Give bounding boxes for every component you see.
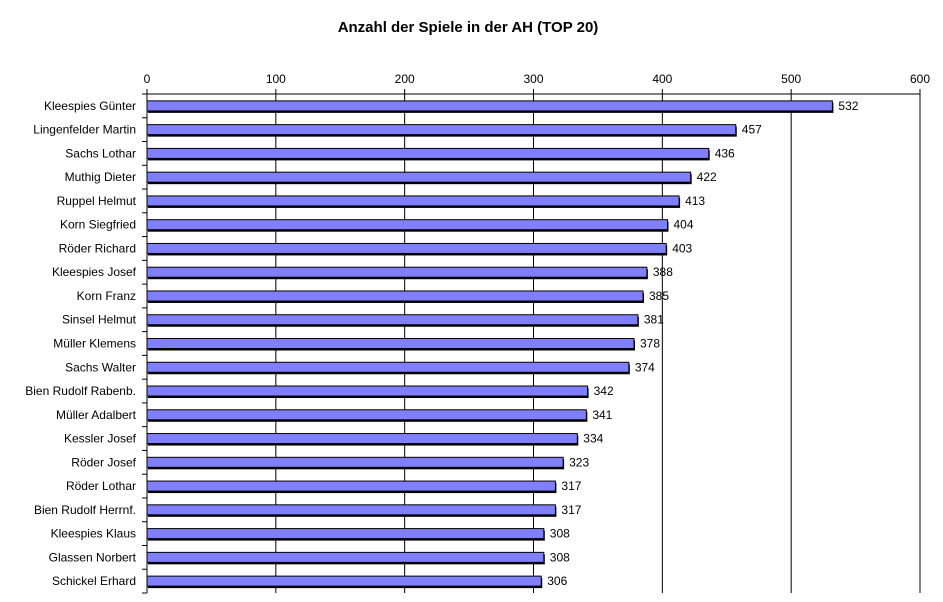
bar: [146, 100, 833, 112]
data-label: 381: [644, 313, 664, 327]
category-label: Müller Klemens: [53, 337, 136, 351]
category-label: Kessler Josef: [64, 432, 137, 446]
category-label: Ruppel Helmut: [57, 194, 137, 208]
x-tick-label: 200: [395, 72, 415, 86]
x-tick-label: 0: [144, 72, 151, 86]
data-label: 317: [561, 479, 581, 493]
bar: [146, 314, 639, 326]
bars: [146, 100, 834, 589]
x-tick-label: 100: [266, 72, 286, 86]
data-label: 385: [649, 289, 669, 303]
x-tick-label: 600: [910, 72, 930, 86]
data-label: 341: [592, 408, 612, 422]
category-label: Sachs Lothar: [65, 146, 136, 160]
category-label: Kleespies Josef: [52, 265, 137, 279]
bar: [146, 480, 556, 492]
data-label: 436: [715, 146, 735, 160]
bar: [146, 266, 648, 278]
data-label: 317: [561, 503, 581, 517]
category-label: Kleespies Klaus: [51, 527, 136, 541]
category-label: Schickel Erhard: [52, 574, 136, 588]
category-label: Sachs Walter: [65, 360, 136, 374]
data-label: 306: [547, 574, 567, 588]
bar: [146, 290, 644, 302]
value-labels: 532 457 436 422 413 404 403 388 385 381 378 374 342 3…: [547, 99, 859, 588]
bar: [146, 409, 587, 421]
data-label: 388: [653, 265, 673, 279]
data-label: 308: [550, 550, 570, 564]
x-tick-label: 400: [652, 72, 672, 86]
bar: [146, 195, 680, 207]
chart-title: Anzahl der Spiele in der AH (TOP 20): [338, 19, 599, 36]
category-label: Müller Adalbert: [56, 408, 137, 422]
bar: [146, 504, 556, 516]
data-label: 457: [742, 123, 762, 137]
bar: [146, 338, 635, 349]
data-label: 413: [685, 194, 705, 208]
data-label: 374: [635, 360, 655, 374]
x-tick-label: 500: [781, 72, 801, 86]
data-label: 323: [569, 455, 589, 469]
bar: [146, 361, 630, 373]
x-axis: 0 100 200 300 400 500 600: [142, 72, 930, 594]
category-label: Röder Richard: [59, 241, 136, 255]
category-label: Glassen Norbert: [49, 550, 137, 564]
category-label: Sinsel Helmut: [62, 313, 137, 327]
data-label: 308: [550, 527, 570, 541]
category-label: Bien Rudolf Herrnf.: [34, 503, 136, 517]
category-label: Korn Franz: [77, 289, 136, 303]
category-label: Korn Siegfried: [60, 218, 136, 232]
bar: [146, 433, 578, 445]
data-label: 378: [640, 337, 660, 351]
data-label: 403: [672, 241, 692, 255]
category-label: Muthig Dieter: [65, 170, 136, 184]
x-tick-label: 300: [523, 72, 543, 86]
bar: [146, 575, 542, 587]
bar: [146, 528, 545, 540]
bar: [146, 219, 668, 231]
bar: [146, 551, 545, 563]
category-label: Bien Rudolf Rabenb.: [25, 384, 136, 398]
bar: [146, 147, 710, 159]
category-labels: Kleespies Günter Lingenfelder Martin Sachs…: [25, 99, 136, 588]
category-label: Kleespies Günter: [44, 99, 136, 113]
category-label: Röder Josef: [71, 455, 136, 469]
bar: [146, 456, 564, 468]
data-label: 532: [838, 99, 858, 113]
bar: [146, 171, 692, 183]
data-label: 404: [673, 218, 693, 232]
category-label: Lingenfelder Martin: [33, 123, 136, 137]
bar: [146, 242, 667, 254]
data-label: 334: [583, 432, 603, 446]
data-label: 422: [697, 170, 717, 184]
data-label: 342: [594, 384, 614, 398]
bar: [146, 385, 589, 397]
bar: [146, 124, 737, 136]
category-label: Röder Lothar: [66, 479, 136, 493]
